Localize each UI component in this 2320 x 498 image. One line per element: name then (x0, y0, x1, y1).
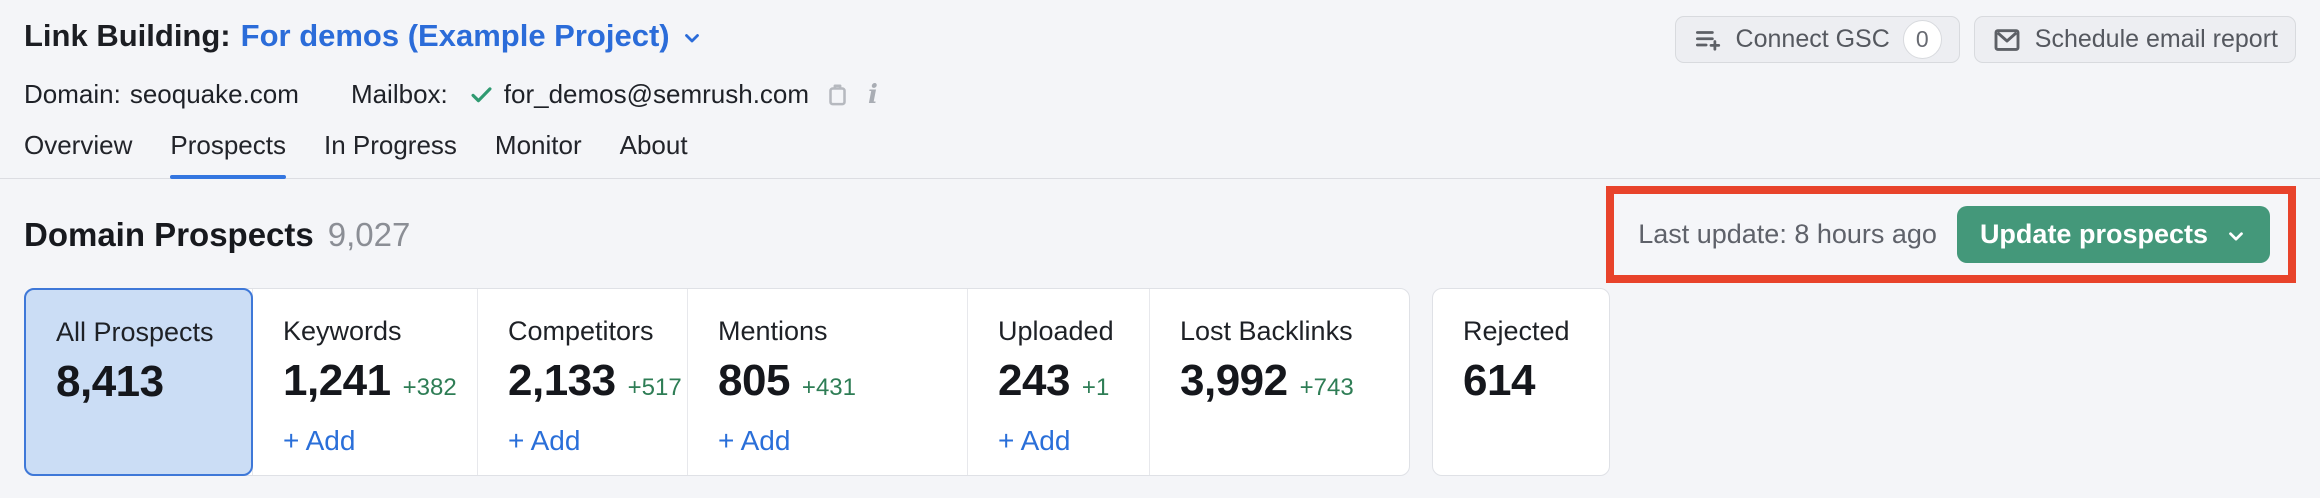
schedule-email-label: Schedule email report (2034, 25, 2278, 53)
chevron-down-icon (2225, 223, 2247, 247)
last-update-text: Last update: 8 hours ago (1638, 219, 1937, 249)
playlist-add-icon (1693, 25, 1723, 55)
card-delta: +1 (1081, 374, 1110, 401)
tab-monitor[interactable]: Monitor (494, 130, 582, 160)
card-value: 614 (1463, 356, 1535, 405)
update-prospects-label: Update prospects (1979, 219, 2208, 249)
project-meta-row: Domain: seoquake.com Mailbox: for_demos@… (0, 79, 2320, 110)
card-all-prospects[interactable]: All Prospects 8,413 (24, 288, 253, 476)
schedule-email-report-button[interactable]: Schedule email report (1973, 16, 2296, 63)
project-name: For demos (Example Project) (240, 18, 670, 53)
card-label: Lost Backlinks (1180, 316, 1353, 346)
card-competitors[interactable]: Competitors 2,133 +517 + Add (477, 289, 687, 475)
check-icon (468, 81, 495, 108)
prospect-card-group: All Prospects 8,413 Keywords 1,241 +382 … (24, 288, 1410, 476)
mailbox-label: Mailbox: (350, 79, 448, 109)
section-heading-wrap: Domain Prospects 9,027 (24, 216, 410, 254)
add-competitors-link[interactable]: + Add (508, 425, 581, 456)
domain-label: Domain: (24, 79, 121, 109)
section-heading: Domain Prospects (24, 215, 314, 253)
page-title: Link Building: For demos (Example Projec… (24, 14, 704, 58)
domain-value: seoquake.com (129, 79, 299, 109)
trash-icon[interactable] (823, 80, 852, 109)
tab-in-progress[interactable]: In Progress (323, 130, 457, 160)
card-value: 2,133 (508, 356, 616, 405)
prospects-header-row: Domain Prospects 9,027 Last update: 8 ho… (0, 186, 2320, 283)
tab-overview[interactable]: Overview (24, 130, 133, 160)
card-label: Rejected (1463, 316, 1570, 346)
card-mentions[interactable]: Mentions 805 +431 + Add (687, 289, 967, 475)
card-lost-backlinks[interactable]: Lost Backlinks 3,992 +743 (1149, 289, 1409, 475)
card-value: 243 (998, 356, 1070, 405)
add-uploaded-link[interactable]: + Add (998, 425, 1071, 456)
prospect-cards-row: All Prospects 8,413 Keywords 1,241 +382 … (0, 288, 2320, 476)
card-delta: +517 (627, 374, 682, 401)
page-header: Link Building: For demos (Example Projec… (0, 0, 2320, 63)
card-uploaded[interactable]: Uploaded 243 +1 + Add (967, 289, 1149, 475)
project-selector[interactable]: For demos (Example Project) (241, 14, 704, 58)
card-label: Mentions (718, 316, 828, 346)
tab-prospects[interactable]: Prospects (170, 130, 286, 179)
card-delta: +431 (801, 374, 856, 401)
connect-gsc-button[interactable]: Connect GSC 0 (1674, 16, 1960, 63)
gsc-count-badge: 0 (1902, 20, 1942, 59)
envelope-icon (1992, 25, 2022, 55)
card-delta: +743 (1299, 374, 1354, 401)
card-keywords[interactable]: Keywords 1,241 +382 + Add (252, 289, 477, 475)
card-value: 1,241 (283, 356, 391, 405)
connect-gsc-label: Connect GSC (1735, 25, 1890, 53)
card-label: Keywords (283, 316, 402, 346)
card-label: All Prospects (56, 317, 214, 347)
prospects-total-count: 9,027 (327, 215, 411, 253)
card-value: 805 (718, 356, 790, 405)
card-label: Competitors (508, 316, 654, 346)
card-value: 8,413 (56, 357, 164, 406)
card-rejected[interactable]: Rejected 614 (1432, 288, 1610, 476)
chevron-down-icon (680, 22, 704, 50)
page-title-label: Link Building: (24, 18, 231, 53)
tab-about[interactable]: About (619, 130, 688, 160)
mailbox-group: Mailbox: for_demos@semrush.com i (351, 79, 878, 110)
update-prospects-button[interactable]: Update prospects (1956, 206, 2270, 263)
mailbox-value: for_demos@semrush.com (503, 79, 810, 109)
card-delta: +382 (402, 374, 457, 401)
add-keywords-link[interactable]: + Add (283, 425, 356, 456)
update-annotation-highlight: Last update: 8 hours ago Update prospect… (1606, 186, 2296, 283)
tab-bar: Overview Prospects In Progress Monitor A… (0, 130, 2320, 179)
card-value: 3,992 (1180, 356, 1288, 405)
add-mentions-link[interactable]: + Add (718, 425, 791, 456)
header-actions: Connect GSC 0 Schedule email report (1674, 14, 2296, 63)
card-label: Uploaded (998, 316, 1114, 346)
info-icon[interactable]: i (868, 79, 878, 110)
